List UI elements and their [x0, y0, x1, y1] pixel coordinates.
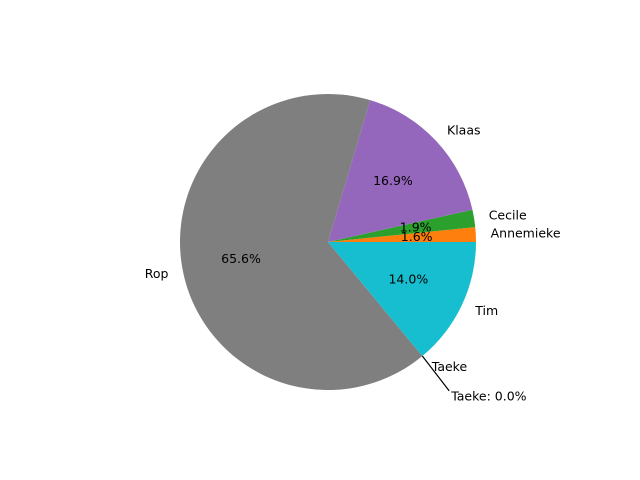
slice-label-rop: Rop [145, 266, 169, 281]
pie-slice-cecile [328, 209, 476, 242]
pie-slices [180, 94, 476, 391]
pie-slice-annemieke [328, 227, 476, 242]
pie-slice-rop [180, 94, 423, 391]
annotation-leader-line [421, 355, 450, 392]
slice-pct-tim: 14.0% [388, 271, 428, 286]
pie-labels: Annemieke 1.6% Cecile 1.9% Klaas 16.9% Rop 65.6… [145, 122, 561, 374]
slice-pct-klaas: 16.9% [373, 173, 413, 188]
annotation-taeke: Taeke: 0.0% [450, 388, 526, 403]
slice-label-cecile: Cecile [489, 208, 527, 223]
slice-label-taeke: Taeke [431, 359, 468, 374]
pie-annotations: Taeke: 0.0% [421, 355, 527, 403]
slice-pct-rop: 65.6% [221, 251, 261, 266]
slice-label-annemieke: Annemieke [491, 225, 561, 240]
slice-pct-annemieke: 1.6% [401, 229, 433, 244]
slice-label-tim: Tim [474, 303, 498, 318]
slice-pct-cecile: 1.9% [400, 219, 432, 234]
pie-slice-tim [328, 242, 476, 357]
pie-slice-klaas [328, 100, 473, 242]
slice-label-klaas: Klaas [447, 122, 481, 137]
